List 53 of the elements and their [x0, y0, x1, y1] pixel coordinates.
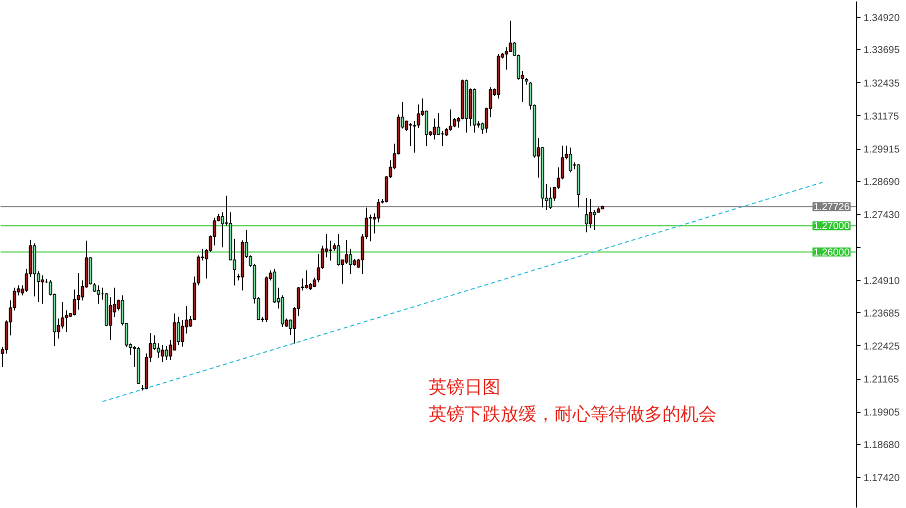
candlestick [452, 117, 456, 128]
y-tick-label: 1.32435 [864, 78, 900, 90]
y-tick-label: 1.28690 [864, 176, 900, 188]
y-tick-label: 1.31175 [864, 111, 900, 122]
candlestick [180, 320, 184, 348]
candlestick [448, 109, 452, 132]
candlestick [336, 234, 340, 266]
candlestick [72, 289, 76, 316]
candlestick [348, 248, 352, 274]
candlestick [304, 270, 308, 290]
candlestick [504, 46, 508, 70]
ref-line-label: 1.26000 [814, 248, 850, 259]
candlestick [368, 214, 372, 242]
candlestick [584, 198, 588, 233]
candlestick [416, 104, 420, 128]
candlestick [160, 344, 164, 363]
candlestick [436, 112, 440, 136]
y-tick-label: 1.27430 [864, 210, 900, 221]
candlestick [156, 342, 160, 358]
candlestick [548, 186, 552, 210]
candlestick [588, 198, 592, 228]
y-tick-label: 1.29915 [864, 144, 900, 156]
candlestick [592, 209, 596, 230]
candlestick [164, 346, 168, 361]
candlestick [40, 274, 44, 304]
ref-line-label: 1.27000 [814, 221, 850, 232]
candlestick [508, 20, 512, 52]
candlestick [328, 240, 332, 262]
candlestick [64, 310, 68, 332]
candlestick [432, 118, 436, 140]
candlestick [404, 120, 408, 132]
y-tick-label: 1.22425 [864, 341, 900, 352]
annotation: 英镑下跌放缓，耐心等待做多的机会 [428, 404, 716, 425]
y-tick-label: 1.34920 [864, 13, 900, 24]
candlestick [220, 212, 224, 248]
candlestick [408, 122, 412, 147]
y-tick-label: 1.24910 [864, 276, 900, 288]
y-tick-label: 1.18680 [864, 440, 900, 451]
candlestick [424, 110, 428, 147]
y-tick-label: 1.17420 [864, 473, 900, 484]
y-tick-label: 1.33695 [864, 45, 900, 56]
candlestick [568, 147, 572, 173]
ref-line-label: 1.27726 [814, 202, 850, 214]
y-tick-label: 1.23685 [864, 308, 900, 320]
y-tick-label: 1.19905 [864, 408, 900, 419]
candlestick [60, 301, 64, 329]
candlestick [440, 130, 444, 147]
annotation: 英镑日图 [428, 377, 500, 398]
candlestick [108, 296, 112, 341]
y-tick-label: 1.21165 [864, 374, 900, 386]
candlestick [376, 198, 380, 223]
candlestick [344, 239, 348, 264]
candlestick [96, 284, 100, 304]
